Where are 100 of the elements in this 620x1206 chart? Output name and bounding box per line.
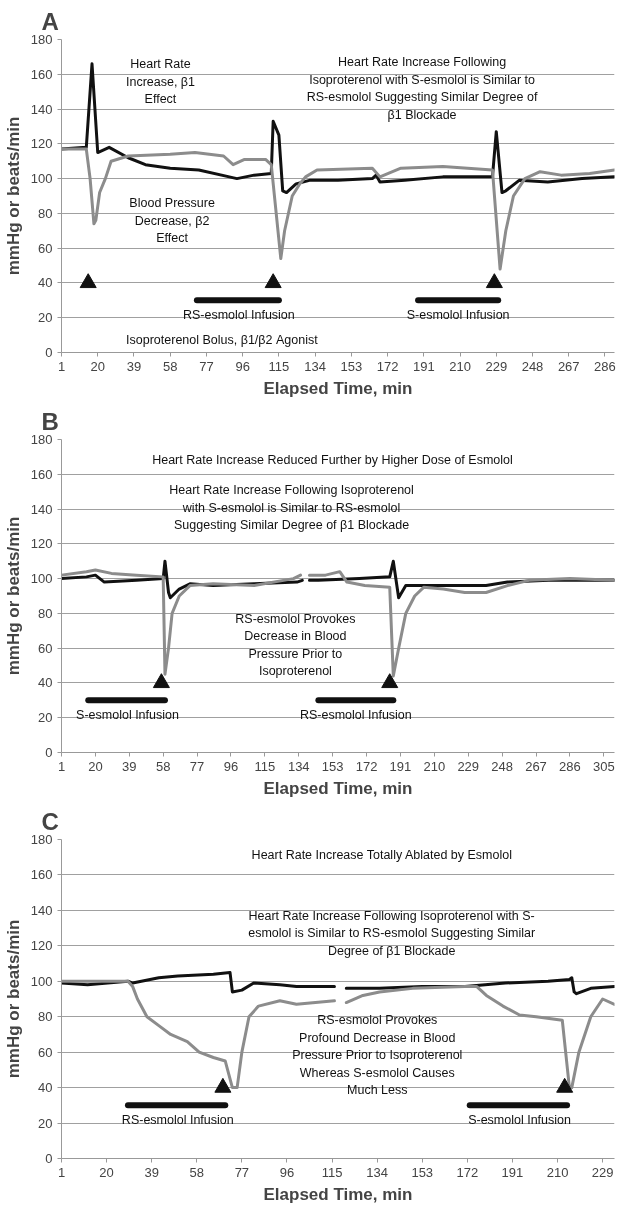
x-tick-label: 153	[340, 358, 363, 374]
annotation: RS-esmolol Infusion	[182, 308, 295, 323]
y-tick-label: 40	[38, 275, 53, 291]
y-tick-label: 0	[45, 345, 53, 360]
y-tick-label: 0	[45, 1151, 53, 1166]
annotation: S-esmolol Infusion	[76, 708, 179, 723]
y-tick-label: 80	[38, 205, 53, 221]
x-axis-title: Elapsed Time, min	[263, 378, 413, 398]
x-tick-label: 1	[57, 758, 66, 774]
x-tick-label: 153	[411, 1164, 434, 1180]
x-tick-label: 1	[57, 1164, 66, 1180]
x-tick-label: 58	[155, 758, 171, 774]
annotation: Heart Rate Increase Following Isoproterenol with S-esmolol is Similar to RS-esmolol Suggesting Similar Degree of β1 Blockade	[169, 483, 414, 533]
x-tick-label: 210	[449, 358, 471, 374]
annotation: RS-esmolol Provokes Profound Decrease in Blood Pressure Prior to Isoproterenol Whereas S-esmolol Causes Much Less	[292, 1013, 463, 1098]
x-tick-label: 172	[376, 358, 399, 374]
y-tick-label: 180	[30, 432, 53, 447]
x-tick-label: 115	[254, 758, 276, 774]
x-tick-label: 134	[287, 758, 310, 774]
x-tick-label: 1	[57, 358, 66, 374]
x-tick-label: 20	[99, 1164, 114, 1180]
y-tick-label: 180	[30, 832, 53, 847]
x-tick-label: 191	[501, 1164, 524, 1180]
x-tick-label: 229	[485, 358, 508, 374]
x-tick-label: 115	[268, 358, 290, 374]
x-tick-label: 39	[144, 1164, 159, 1180]
annotation: Heart Rate Increase Reduced Further by Higher Dose of Esmolol	[152, 453, 513, 468]
x-tick-label: 229	[591, 1164, 614, 1180]
x-tick-label: 77	[189, 758, 205, 774]
annotation: Heart Rate Increase Totally Ablated by Esmolol	[251, 848, 512, 863]
x-tick-label: 77	[199, 358, 214, 374]
y-tick-label: 40	[38, 675, 53, 691]
x-tick-label: 96	[235, 358, 250, 374]
x-tick-label: 58	[189, 1164, 205, 1180]
y-tick-label: 140	[30, 902, 53, 918]
x-tick-label: 96	[223, 758, 239, 774]
x-axis-title: Elapsed Time, min	[263, 1184, 413, 1204]
x-tick-label: 286	[559, 758, 581, 774]
y-tick-label: 140	[30, 101, 53, 117]
y-axis-title: mmHg or beats/min	[3, 116, 23, 276]
y-tick-label: 60	[38, 1044, 53, 1060]
x-tick-label: 20	[90, 358, 105, 374]
y-tick-label: 120	[30, 536, 53, 552]
y-tick-label: 40	[38, 1080, 53, 1096]
annotation: Blood Pressure Decrease, β2 Effect	[129, 196, 215, 245]
x-tick-label: 191	[412, 358, 435, 374]
x-tick-label: 134	[366, 1164, 389, 1180]
y-axis-title: mmHg or beats/min	[3, 516, 23, 676]
y-tick-label: 160	[30, 867, 53, 883]
x-tick-label: 58	[162, 358, 178, 374]
y-tick-label: 20	[38, 710, 53, 726]
y-tick-label: 60	[38, 240, 53, 256]
annotation: RS-esmolol Infusion	[299, 708, 412, 723]
y-tick-label: 80	[38, 605, 53, 621]
x-tick-label: 248	[521, 358, 544, 374]
x-tick-label: 39	[122, 758, 137, 774]
x-tick-label: 172	[456, 1164, 479, 1180]
x-tick-label: 172	[355, 758, 378, 774]
y-tick-label: 180	[30, 32, 53, 47]
x-tick-label: 134	[304, 358, 326, 374]
x-tick-label: 267	[557, 358, 580, 374]
chart-title: B	[41, 407, 59, 435]
y-axis-title: mmHg or beats/min	[3, 919, 23, 1079]
chart-title: C	[41, 807, 59, 835]
x-tick-label: 229	[457, 758, 480, 774]
x-tick-label: 115	[321, 1164, 343, 1180]
y-tick-label: 160	[30, 66, 53, 82]
annotation: RS-esmolol Provokes Decrease in Blood Pressure Prior to Isoproterenol	[235, 611, 356, 679]
x-tick-label: 210	[546, 1164, 569, 1180]
y-tick-label: 120	[30, 938, 53, 954]
x-tick-label: 77	[234, 1164, 250, 1180]
annotation: Isoproterenol Bolus, β1/β2 Agonist	[126, 333, 319, 348]
annotation: Heart Rate Increase Following Isoproterenol with S- esmolol is Similar to RS-esmolol Suggesting Similar Degree of β1 Blockade	[248, 908, 536, 958]
y-tick-label: 100	[30, 571, 53, 587]
y-tick-label: 160	[30, 466, 53, 482]
x-tick-label: 210	[423, 758, 446, 774]
y-tick-label: 100	[30, 171, 53, 187]
x-tick-label: 39	[126, 358, 142, 374]
y-tick-label: 80	[38, 1009, 53, 1025]
x-axis-title: Elapsed Time, min	[263, 778, 413, 798]
annotation: Heart Rate Increase Following Isoproterenol with S-esmolol is Similar to RS-esmolol Suggesting Similar Degree of β1 Blockade	[306, 55, 538, 122]
annotation: S-esmolol Infusion	[406, 308, 510, 323]
y-tick-label: 140	[30, 501, 53, 517]
y-tick-label: 20	[38, 310, 53, 326]
annotation: RS-esmolol Infusion	[121, 1113, 234, 1128]
y-tick-label: 120	[30, 136, 53, 152]
y-tick-label: 0	[45, 745, 53, 760]
chart-title: A	[41, 7, 59, 35]
annotation: Heart Rate Increase, β1 Effect	[125, 57, 196, 107]
y-tick-label: 100	[30, 973, 53, 989]
x-tick-label: 153	[321, 758, 344, 774]
x-tick-label: 96	[279, 1164, 295, 1180]
y-tick-label: 60	[38, 640, 53, 656]
x-tick-label: 305	[592, 758, 615, 774]
annotation: S-esmolol Infusion	[468, 1113, 572, 1128]
y-tick-label: 20	[38, 1115, 53, 1131]
line-series	[61, 147, 615, 271]
x-tick-label: 20	[88, 758, 103, 774]
x-tick-label: 191	[389, 758, 412, 774]
x-tick-label: 286	[594, 358, 616, 374]
